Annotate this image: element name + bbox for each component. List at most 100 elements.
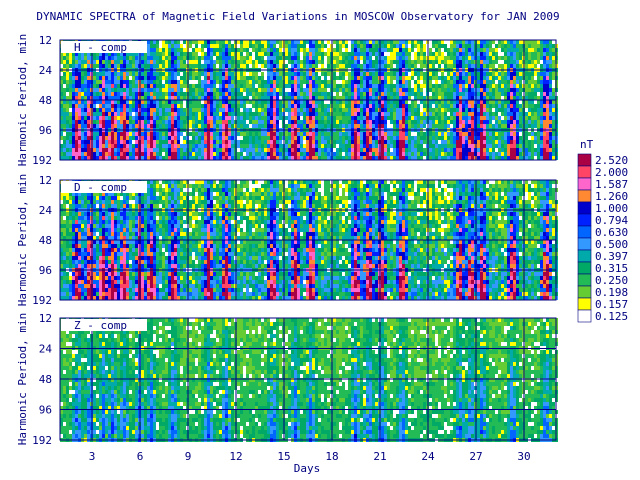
spectrum-cell (177, 156, 180, 160)
spectrum-cell (207, 88, 210, 92)
spectrum-cell (165, 156, 168, 160)
spectrum-cell (141, 152, 144, 156)
spectrum-cell (150, 124, 153, 128)
spectrum-cell (252, 156, 255, 160)
spectrum-cell (411, 100, 414, 104)
spectrum-cell (126, 56, 129, 60)
spectrum-cell (498, 60, 501, 64)
spectrum-cell (537, 148, 540, 152)
spectrum-cell (447, 112, 450, 116)
spectrum-cell (348, 60, 351, 64)
spectrum-cell (81, 92, 84, 96)
spectrum-cell (468, 156, 471, 160)
spectrum-cell (147, 132, 150, 136)
spectrum-cell (363, 156, 366, 160)
spectrum-cell (390, 80, 393, 84)
spectrum-cell (501, 92, 504, 96)
spectrum-cell (105, 148, 108, 152)
spectrum-cell (429, 76, 432, 80)
spectrum-cell (480, 152, 483, 156)
spectrum-cell (411, 116, 414, 120)
spectrum-cell (465, 132, 468, 136)
spectrum-cell (273, 96, 276, 100)
spectrum-cell (60, 56, 63, 60)
spectrum-cell (438, 52, 441, 56)
spectrum-cell (174, 104, 177, 108)
spectrum-cell (144, 108, 147, 112)
spectrum-cell (405, 72, 408, 76)
spectrum-cell (189, 44, 192, 48)
spectrum-cell (264, 100, 267, 104)
spectrum-cell (288, 120, 291, 124)
spectrum-cell (258, 72, 261, 76)
spectrum-cell (321, 96, 324, 100)
spectrum-cell (240, 48, 243, 52)
spectrum-cell (144, 80, 147, 84)
spectrum-cell (270, 52, 273, 56)
spectrum-cell (249, 144, 252, 148)
spectrum-cell (315, 120, 318, 124)
spectrum-cell (120, 60, 123, 64)
spectrum-cell (171, 92, 174, 96)
spectrum-cell (108, 132, 111, 136)
spectrum-cell (375, 120, 378, 124)
spectrum-cell (219, 52, 222, 56)
spectrum-cell (492, 64, 495, 68)
spectrum-cell (279, 52, 282, 56)
spectrum-cell (240, 112, 243, 116)
spectrum-cell (390, 112, 393, 116)
spectrum-cell (375, 44, 378, 48)
spectrum-cell (411, 64, 414, 68)
spectrum-cell (291, 152, 294, 156)
spectrum-cell (141, 116, 144, 120)
spectrum-cell (324, 72, 327, 76)
spectrum-cell (255, 56, 258, 60)
spectrum-cell (372, 112, 375, 116)
spectrum-cell (396, 52, 399, 56)
spectrum-cell (384, 84, 387, 88)
spectrum-cell (78, 112, 81, 116)
spectrum-cell (336, 116, 339, 120)
spectrum-cell (195, 156, 198, 160)
spectrum-cell (189, 56, 192, 60)
spectrum-cell (252, 116, 255, 120)
spectrum-cell (117, 80, 120, 84)
spectrum-cell (396, 48, 399, 52)
spectrum-cell (81, 80, 84, 84)
spectrum-cell (339, 132, 342, 136)
spectrum-cell (63, 92, 66, 96)
spectrum-cell (69, 112, 72, 116)
spectrum-cell (72, 152, 75, 156)
spectrum-cell (414, 76, 417, 80)
spectrum-cell (342, 132, 345, 136)
spectrum-cell (462, 100, 465, 104)
spectrum-cell (225, 148, 228, 152)
spectrum-cell (420, 60, 423, 64)
spectrum-cell (387, 108, 390, 112)
spectrum-cell (87, 80, 90, 84)
spectrum-cell (141, 76, 144, 80)
spectrum-cell (438, 84, 441, 88)
spectrum-cell (369, 144, 372, 148)
spectrum-cell (549, 104, 552, 108)
spectrum-cell (153, 100, 156, 104)
spectrum-cell (501, 136, 504, 140)
spectrum-cell (159, 40, 162, 44)
spectrum-cell (153, 124, 156, 128)
spectrum-cell (348, 104, 351, 108)
spectrum-cell (99, 152, 102, 156)
spectrum-cell (102, 64, 105, 68)
spectrum-cell (417, 140, 420, 144)
spectrum-cell (402, 144, 405, 148)
spectrum-cell (297, 120, 300, 124)
spectrum-cell (333, 152, 336, 156)
spectrum-cell (393, 156, 396, 160)
spectrum-cell (351, 120, 354, 124)
spectrum-cell (429, 140, 432, 144)
spectrum-cell (411, 156, 414, 160)
spectrum-cell (279, 80, 282, 84)
spectrum-cell (285, 76, 288, 80)
spectrum-cell (222, 48, 225, 52)
spectrum-cell (267, 156, 270, 160)
spectrum-cell (483, 108, 486, 112)
